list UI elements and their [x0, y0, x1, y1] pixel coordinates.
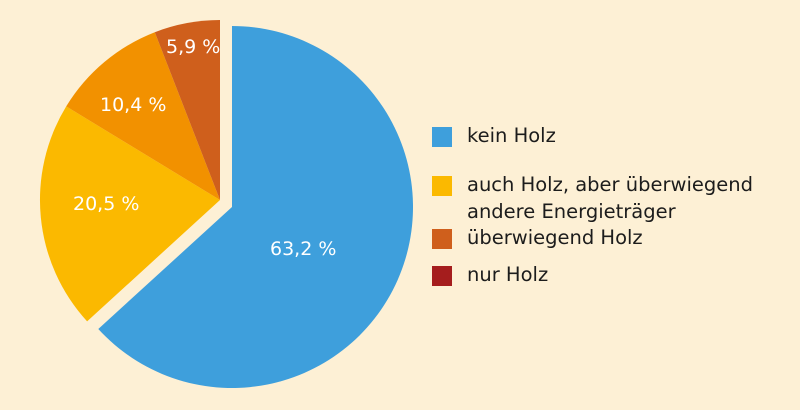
legend-swatch-blue: [432, 127, 452, 147]
legend-swatch-red: [432, 266, 452, 286]
legend-swatch-darkorange: [432, 229, 452, 249]
legend-label: kein Holz: [467, 124, 556, 147]
legend-label: nur Holz: [467, 263, 549, 286]
legend-label: auch Holz, aber überwiegend: [467, 173, 753, 196]
slice-auch-holz: [39, 106, 220, 322]
slice-ueberwiegend-holz: [154, 19, 220, 201]
slice-kein-holz: [98, 26, 414, 389]
label-ueberwiegend-holz: 5,9 %: [166, 36, 220, 58]
legend-swatch-yellow: [432, 176, 452, 196]
slice-orange: [66, 32, 220, 201]
legend-label: überwiegend Holz: [467, 226, 643, 249]
label-kein-holz: 63,2 %: [270, 238, 336, 260]
label-orange: 10,4 %: [100, 94, 166, 116]
legend-label-line2: andere Energieträger: [467, 200, 676, 223]
label-auch-holz: 20,5 %: [73, 193, 139, 215]
